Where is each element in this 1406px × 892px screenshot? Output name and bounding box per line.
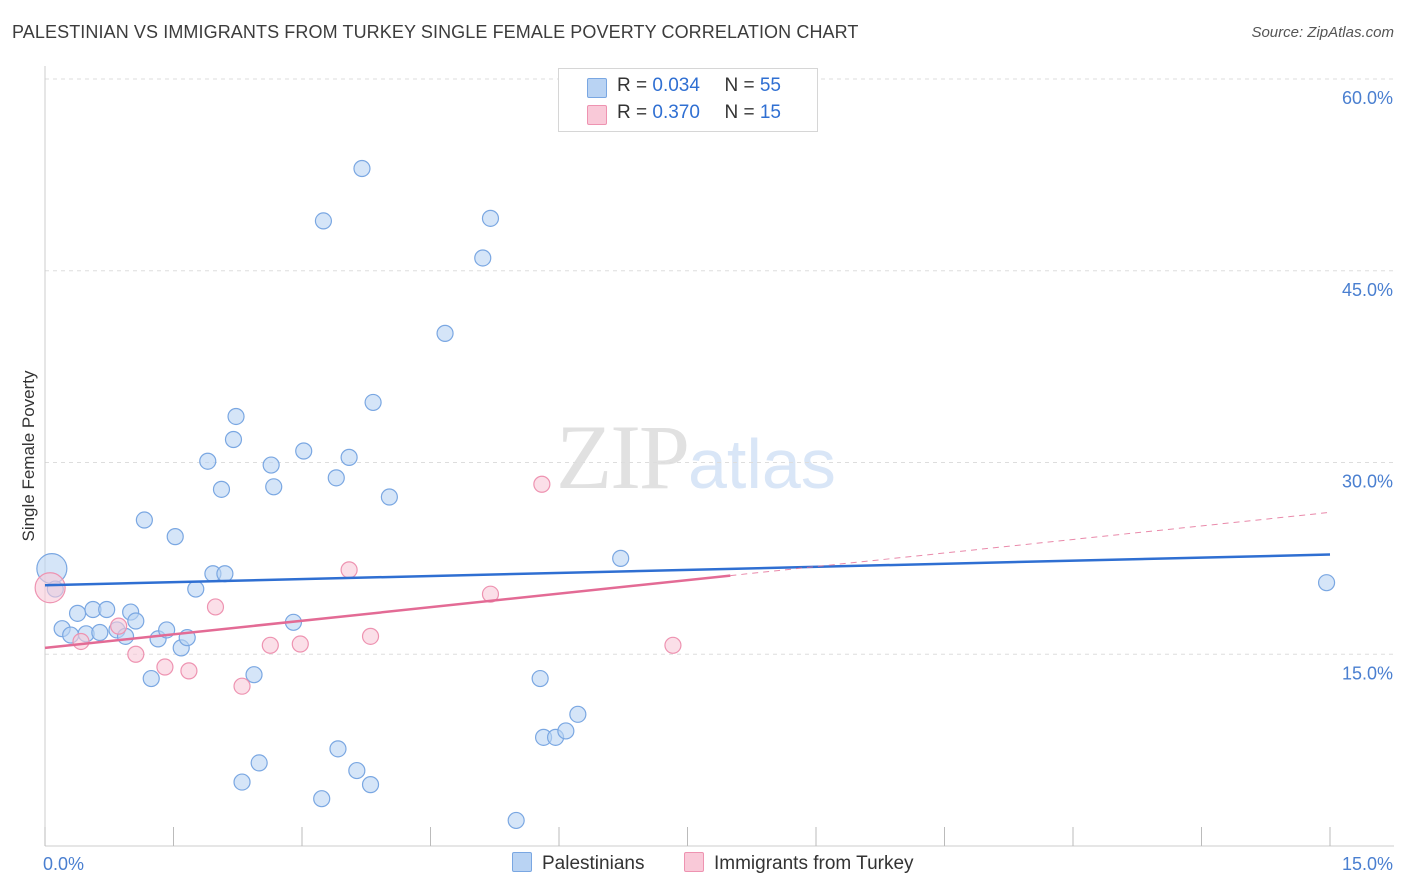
y-tick-label: 45.0% bbox=[1342, 280, 1393, 300]
legend-n-label: N = bbox=[724, 75, 760, 96]
palestinian-point bbox=[199, 452, 217, 470]
palestinian-point bbox=[557, 722, 575, 740]
turkey-point bbox=[72, 632, 90, 651]
palestinian-point bbox=[340, 448, 358, 466]
palestinian-point bbox=[212, 480, 231, 498]
palestinian-point bbox=[265, 478, 283, 496]
palestinian-point bbox=[98, 600, 116, 619]
palestinian-point bbox=[295, 442, 313, 460]
palestinian-point bbox=[166, 528, 184, 546]
palestinian-point bbox=[250, 754, 268, 772]
bottom-legend-swatch-pink bbox=[684, 852, 704, 872]
palestinian-point bbox=[327, 469, 345, 487]
palestinian-point bbox=[245, 666, 263, 684]
y-tick-label: 15.0% bbox=[1342, 663, 1393, 683]
legend-swatch-pink bbox=[587, 105, 607, 125]
legend-r-value: 0.370 bbox=[652, 102, 700, 123]
palestinian-point bbox=[612, 549, 630, 567]
palestinian-point bbox=[187, 580, 205, 598]
palestinian-point bbox=[531, 669, 549, 688]
turkey-point bbox=[533, 475, 551, 493]
turkey-point bbox=[340, 561, 358, 579]
legend-n-value: 55 bbox=[759, 75, 781, 96]
legend-r-label: R = bbox=[617, 102, 653, 123]
palestinian-trend-line bbox=[44, 553, 1331, 587]
palestinian-point bbox=[127, 612, 145, 630]
legend-r-label: R = bbox=[617, 75, 653, 96]
palestinian-point bbox=[233, 773, 251, 791]
bottom-legend-turkey: Immigrants from Turkey bbox=[684, 852, 914, 875]
bottom-legend-palestinians: Palestinians bbox=[512, 852, 644, 875]
x-tick-label: 0.0% bbox=[43, 854, 84, 874]
turkey-trend-line bbox=[44, 574, 731, 650]
palestinian-point bbox=[507, 811, 525, 830]
watermark-zip: ZIP bbox=[556, 406, 690, 508]
watermark-atlas: atlas bbox=[688, 425, 836, 503]
legend-text-turkey: R = 0.370 N = 15 bbox=[617, 102, 781, 124]
palestinian-point bbox=[364, 393, 382, 412]
turkey-point bbox=[261, 636, 279, 654]
palestinian-point bbox=[569, 705, 587, 723]
turkey-point bbox=[206, 598, 225, 616]
bottom-legend-label-turkey: Immigrants from Turkey bbox=[714, 853, 914, 874]
legend-n-label: N = bbox=[724, 102, 760, 123]
palestinian-point bbox=[329, 740, 347, 758]
palestinian-point bbox=[361, 776, 380, 794]
palestinian-point bbox=[348, 761, 366, 780]
legend-r-value: 0.034 bbox=[652, 75, 700, 96]
palestinian-point bbox=[481, 209, 500, 227]
palestinian-point bbox=[436, 324, 454, 342]
palestinian-point bbox=[224, 430, 243, 449]
bottom-legend-swatch-blue bbox=[512, 852, 532, 872]
legend-text-palestinians: R = 0.034 N = 55 bbox=[617, 75, 781, 97]
palestinian-point bbox=[135, 511, 153, 529]
turkey-point bbox=[110, 617, 128, 635]
chart-title: PALESTINIAN VS IMMIGRANTS FROM TURKEY SI… bbox=[12, 22, 859, 42]
turkey-point bbox=[664, 636, 682, 654]
turkey-point bbox=[127, 645, 145, 663]
turkey-point bbox=[361, 627, 380, 645]
palestinian-point bbox=[142, 669, 160, 688]
turkey-point bbox=[481, 585, 500, 603]
turkey-point bbox=[233, 677, 251, 695]
x-tick-label: 15.0% bbox=[1342, 854, 1393, 874]
turkey-point bbox=[34, 572, 66, 604]
legend-n-value: 15 bbox=[759, 102, 781, 123]
legend-box: R = 0.034 N = 55 R = 0.370 N = 15 bbox=[558, 68, 818, 132]
palestinian-point bbox=[227, 407, 245, 426]
turkey-trend-extension bbox=[730, 511, 1331, 577]
palestinian-point bbox=[474, 249, 492, 267]
turkey-point bbox=[291, 635, 309, 653]
turkey-point bbox=[180, 662, 198, 680]
palestinian-point bbox=[216, 565, 234, 583]
legend-swatch-blue bbox=[587, 78, 607, 98]
y-tick-label: 60.0% bbox=[1342, 88, 1393, 108]
palestinian-point bbox=[262, 456, 280, 474]
bottom-legend-label-palestinians: Palestinians bbox=[542, 853, 645, 874]
palestinian-point bbox=[313, 790, 331, 808]
y-tick-label: 30.0% bbox=[1342, 472, 1393, 492]
source-label: Source: ZipAtlas.com bbox=[1251, 24, 1394, 41]
palestinian-point bbox=[1317, 574, 1336, 592]
palestinian-point bbox=[68, 604, 87, 622]
palestinian-point bbox=[314, 212, 333, 230]
palestinian-point bbox=[380, 488, 398, 506]
palestinian-point bbox=[353, 159, 371, 178]
turkey-point bbox=[156, 658, 174, 676]
palestinian-point bbox=[91, 623, 109, 642]
watermark: ZIPatlas bbox=[556, 404, 836, 510]
